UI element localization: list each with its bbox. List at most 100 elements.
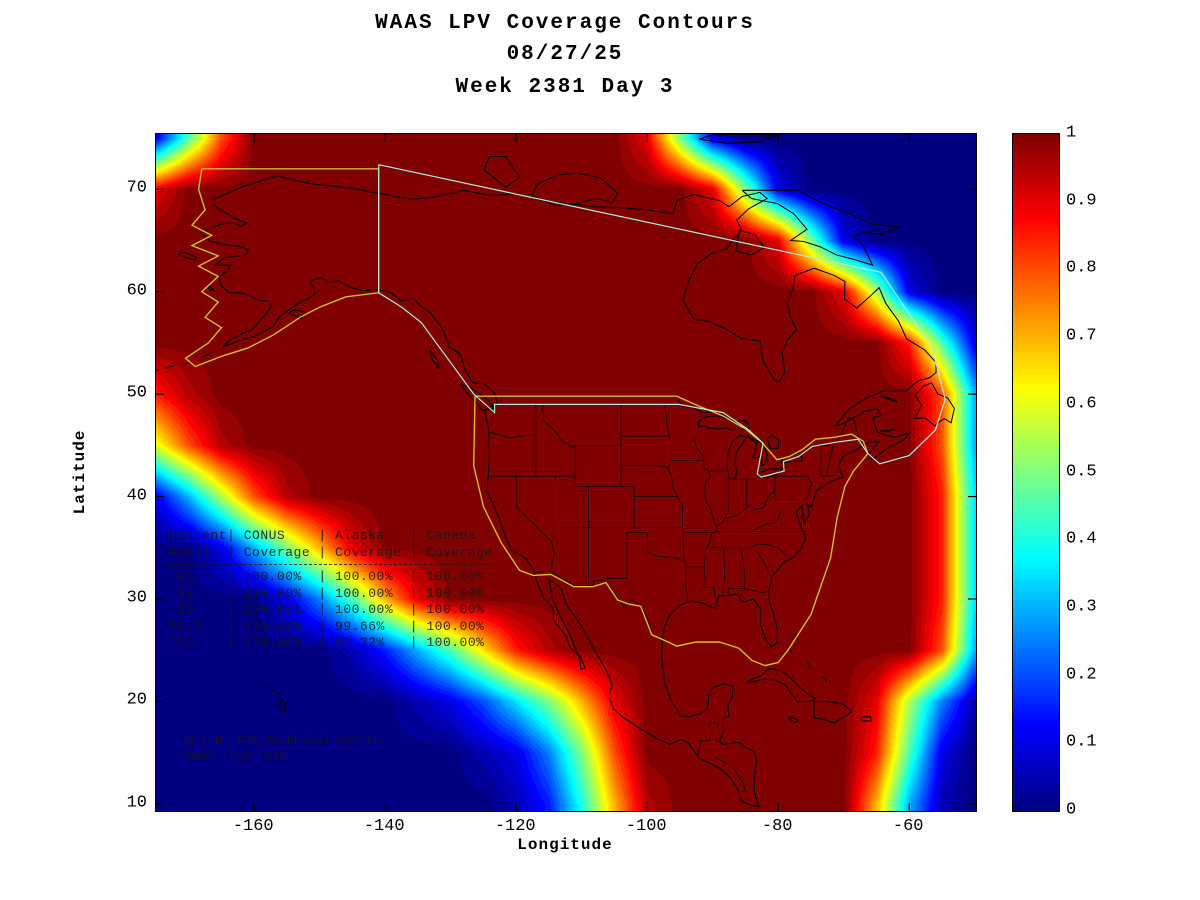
coastline bbox=[429, 349, 441, 370]
state-border bbox=[683, 560, 689, 602]
colorbar-ticks: 1 0.9 0.8 0.7 0.6 0.5 0.4 0.3 0.2 0.1 0 bbox=[1066, 124, 1126, 820]
state-border bbox=[753, 511, 782, 531]
coastline bbox=[788, 716, 800, 724]
y-tick-label: 70 bbox=[126, 178, 147, 198]
state-border bbox=[604, 580, 664, 641]
state-border bbox=[534, 570, 605, 587]
table-data-row: 98 | 100.00% | 100.00% | 100.00% bbox=[169, 585, 485, 601]
state-border bbox=[668, 460, 683, 506]
coastline bbox=[806, 661, 813, 670]
colorbar-tick-label: 0.9 bbox=[1066, 191, 1097, 211]
coastline bbox=[822, 676, 828, 683]
y-tick-label: 50 bbox=[126, 383, 147, 403]
title-line-1: WAAS LPV Coverage Contours bbox=[375, 12, 755, 35]
y-tick-label: 60 bbox=[126, 281, 147, 301]
coverage-table: Percent| CONUS | Alaska | Canada Avail. |… bbox=[169, 528, 493, 652]
state-border bbox=[717, 490, 775, 526]
table-header-row: Percent| CONUS | Alaska | Canada bbox=[169, 528, 477, 543]
credit-line-2: WAAS Test Team bbox=[186, 749, 287, 763]
coastline bbox=[200, 352, 212, 358]
plot-area: Percent| CONUS | Alaska | Canada Avail. |… bbox=[155, 133, 977, 812]
coastline bbox=[288, 309, 305, 320]
coastline bbox=[746, 434, 768, 467]
state-border bbox=[740, 547, 746, 589]
coastline bbox=[165, 364, 176, 370]
coastline bbox=[726, 434, 747, 480]
y-tick-label: 20 bbox=[126, 690, 147, 710]
coastline bbox=[530, 172, 619, 207]
x-tick-label: -140 bbox=[363, 817, 405, 836]
coastline bbox=[255, 680, 260, 683]
coastline bbox=[271, 689, 280, 696]
state-border bbox=[733, 768, 746, 793]
map-overlay bbox=[156, 134, 976, 811]
coastline bbox=[880, 394, 898, 403]
state-border bbox=[724, 479, 730, 519]
coastline bbox=[483, 155, 521, 188]
table-data-row: 95 | 100.00% | 100.00% | 100.00% bbox=[169, 569, 485, 584]
coastline bbox=[265, 684, 270, 689]
colorbar-tick-label: 0.4 bbox=[1066, 529, 1097, 549]
state-border bbox=[826, 445, 834, 477]
state-border bbox=[701, 532, 713, 588]
coastline bbox=[279, 697, 287, 715]
colorbar-tick-label: 0.5 bbox=[1066, 462, 1097, 481]
credit-text: W.J.H. FAA Technical Center WAAS Test Te… bbox=[186, 734, 380, 764]
title-line-2: 08/27/25 bbox=[506, 43, 624, 66]
credit-line-1: W.J.H. FAA Technical Center bbox=[186, 734, 381, 748]
coastline bbox=[177, 251, 198, 261]
colorbar-tick-label: 0.3 bbox=[1066, 597, 1097, 617]
table-data-row: 99.9 | 100.00% | 99.66% | 100.00% bbox=[169, 618, 485, 634]
x-tick-label: -120 bbox=[494, 817, 536, 836]
state-border bbox=[621, 465, 670, 471]
state-border bbox=[716, 757, 728, 765]
alaska-service-boundary bbox=[184, 168, 380, 368]
table-separator bbox=[169, 564, 487, 565]
state-border bbox=[727, 588, 730, 594]
x-tick-label: -100 bbox=[625, 817, 667, 836]
y-axis-label: Latitude bbox=[71, 429, 89, 514]
canada-service-boundary bbox=[378, 164, 946, 478]
colorbar-tick-label: 1 bbox=[1066, 123, 1077, 143]
state-border bbox=[697, 722, 719, 757]
conus-service-boundary bbox=[472, 395, 869, 667]
state-border bbox=[515, 506, 555, 573]
coastline bbox=[860, 716, 872, 722]
state-border bbox=[664, 404, 670, 437]
coastline bbox=[741, 189, 901, 266]
colorbar-tick-label: 0.8 bbox=[1066, 258, 1097, 278]
coastline bbox=[697, 415, 750, 431]
table-header-row: Avail. | Coverage | Coverage | Coverage bbox=[169, 544, 493, 560]
x-axis-ticks: -160 -140 -120 -100 -80 -60 bbox=[155, 817, 975, 837]
coastline bbox=[766, 434, 780, 449]
state-border bbox=[755, 549, 771, 577]
coastline bbox=[698, 134, 778, 144]
colorbar-tick-label: 0.2 bbox=[1066, 665, 1097, 685]
state-border bbox=[693, 437, 718, 533]
y-axis-ticks: 10 20 30 40 50 60 70 bbox=[95, 133, 147, 813]
coastline bbox=[156, 369, 159, 372]
state-border bbox=[647, 551, 684, 562]
state-border bbox=[542, 404, 575, 448]
x-tick-label: -160 bbox=[232, 817, 274, 836]
y-tick-label: 10 bbox=[126, 793, 147, 813]
state-border bbox=[744, 588, 768, 594]
colorbar-tick-label: 0 bbox=[1066, 800, 1077, 820]
colorbar-tick-label: 0.1 bbox=[1066, 732, 1097, 752]
x-tick-label: -80 bbox=[761, 817, 793, 836]
coastline bbox=[735, 229, 766, 256]
x-tick-label: -60 bbox=[892, 817, 924, 836]
title-line-3: Week 2381 Day 3 bbox=[455, 76, 675, 99]
figure-title: WAAS LPV Coverage Contours 08/27/25 Week… bbox=[155, 8, 975, 103]
coastline bbox=[207, 284, 216, 293]
state-border bbox=[820, 445, 822, 477]
colorbar-gradient bbox=[1012, 133, 1060, 812]
state-border bbox=[722, 547, 725, 595]
state-border bbox=[749, 544, 788, 559]
x-axis-label: Longitude bbox=[517, 836, 613, 854]
coastline bbox=[813, 700, 853, 724]
coastline bbox=[880, 428, 896, 433]
coastline bbox=[756, 466, 786, 479]
state-border bbox=[806, 475, 813, 499]
